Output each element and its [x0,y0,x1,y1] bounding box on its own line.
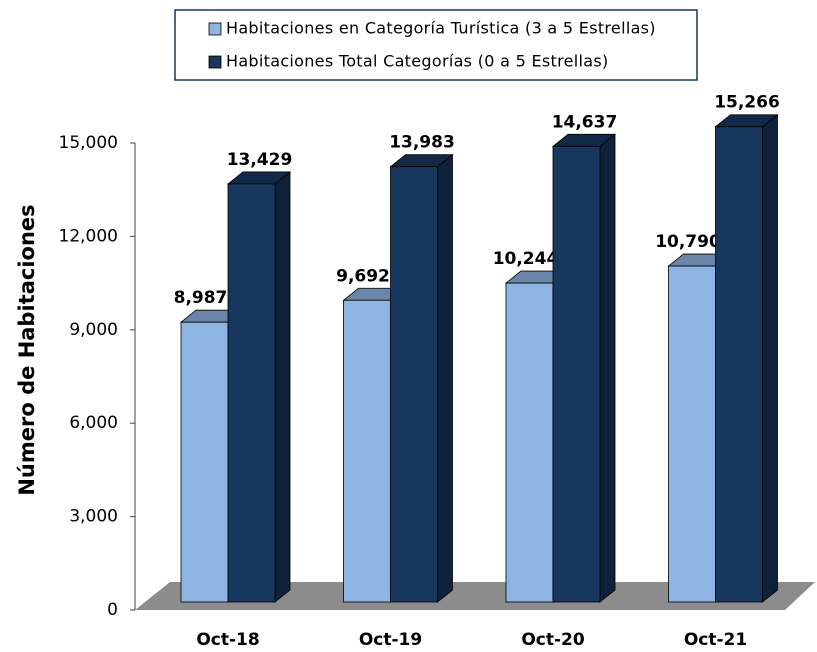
bar-side [437,153,453,603]
data-label: 15,266 [714,93,780,113]
bar [389,153,454,603]
x-tick-label: Oct-18 [196,630,259,650]
data-label: 9,692 [336,266,390,286]
bar-front [227,183,276,603]
bar [551,133,617,603]
y-tick-label: 0 [107,600,118,620]
data-label: 14,637 [552,112,618,132]
data-label: 13,429 [227,150,293,170]
y-tick-label: 9,000 [69,320,118,340]
legend-box [174,9,698,81]
bar-side [762,113,778,603]
bar-front [180,321,229,603]
bar-side [274,171,291,603]
y-tick-label: 12,000 [59,226,118,246]
y-tick-label: 6,000 [69,413,118,433]
legend-swatch [208,55,222,69]
y-axis-label: Número de Habitaciones [15,204,39,495]
data-label: 10,244 [493,249,559,269]
bar [714,113,779,603]
legend-label: Habitaciones Total Categorías (0 a 5 Est… [226,52,609,71]
bar-front [552,145,601,603]
x-tick-label: Oct-21 [684,630,747,650]
bar [226,171,292,603]
y-tick-label: 15,000 [59,133,118,153]
y-tick-label: 3,000 [69,507,118,527]
data-label: 10,790 [655,232,721,252]
data-label: 8,987 [174,288,228,308]
legend-label: Habitaciones en Categoría Turística (3 a… [226,19,656,38]
bar-front [390,166,438,603]
bar-front [505,282,554,603]
bar-side [599,133,616,603]
bar-front [343,299,391,603]
legend-swatch [208,22,222,36]
data-label: 13,983 [389,133,455,153]
x-tick-label: Oct-20 [521,630,585,650]
floor [135,582,815,610]
x-tick-label: Oct-19 [359,630,422,650]
bar-front [668,265,716,603]
bar-front [715,126,763,603]
